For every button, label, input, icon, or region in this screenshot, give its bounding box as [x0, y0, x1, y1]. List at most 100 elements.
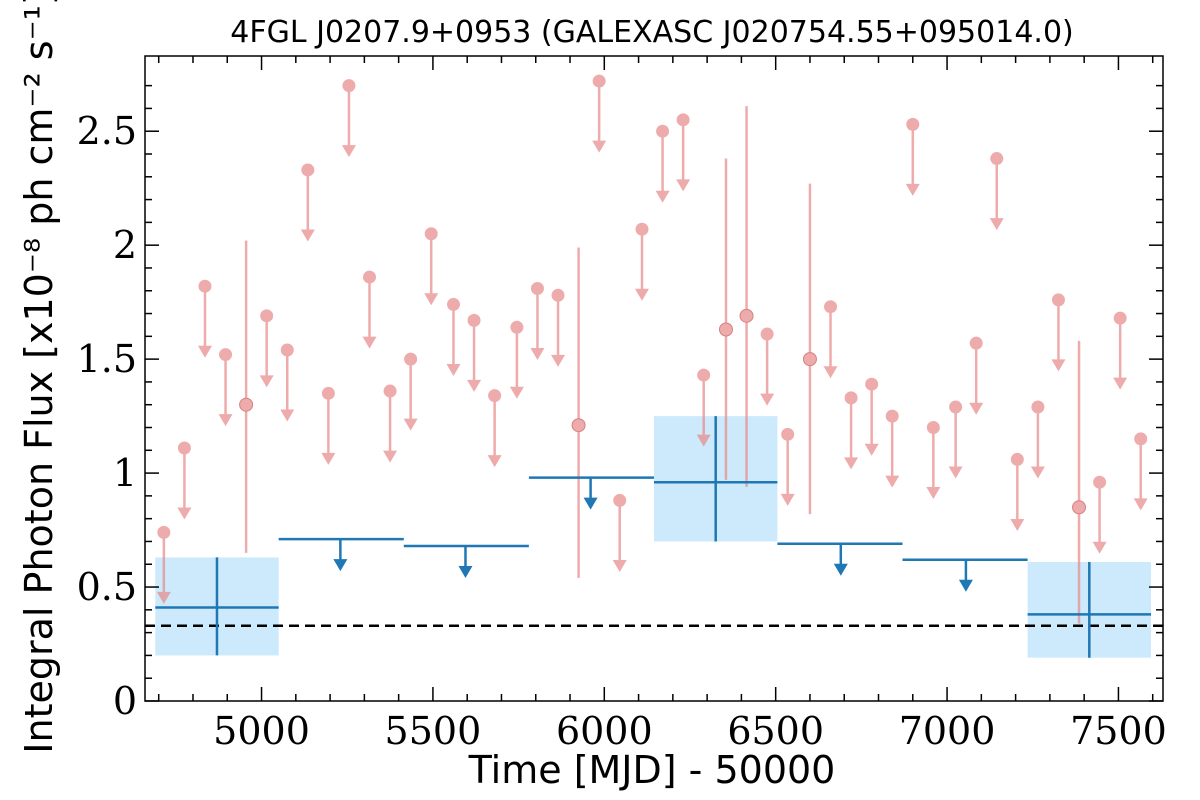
- detection-marker: [718, 322, 733, 337]
- upper-limit-marker: [1093, 475, 1107, 489]
- upper-limit-marker: [446, 297, 460, 311]
- long-bin-upper-limit-2: [528, 476, 654, 510]
- upper-limit-marker: [342, 79, 356, 93]
- plot-frame: [144, 55, 1164, 702]
- upper-limit-arrow: [530, 348, 545, 361]
- upper-limit-marker: [363, 270, 377, 284]
- detection-marker: [802, 352, 817, 367]
- upper-limit-arrow: [509, 386, 524, 399]
- short-bin-upper-limit-13: [446, 297, 461, 376]
- long-bin-detection-1: [654, 416, 778, 542]
- upper-limit-marker: [510, 320, 524, 334]
- short-bin-upper-limit-6: [300, 163, 315, 242]
- upper-limit-arrow: [362, 336, 377, 349]
- short-bin-upper-limit-32: [926, 421, 941, 500]
- upper-limit-marker: [467, 313, 481, 327]
- upper-limit-marker: [488, 389, 502, 403]
- upper-limit-marker: [635, 222, 649, 236]
- upper-limit-marker: [885, 409, 899, 423]
- long-bin-upper-limit-0: [278, 537, 404, 572]
- detection-marker: [571, 418, 586, 433]
- upper-limit-arrow: [341, 145, 356, 158]
- upper-limit-marker: [301, 163, 315, 177]
- upper-limit-marker: [969, 336, 983, 350]
- upper-limit-marker: [676, 113, 690, 127]
- upper-limit-marker: [613, 493, 627, 507]
- short-bin-upper-limit-14: [467, 313, 482, 392]
- detection-marker: [1072, 500, 1087, 515]
- short-bin-upper-limit-37: [1030, 400, 1045, 479]
- short-bin-detection-2: [718, 158, 733, 480]
- short-bin-upper-limit-12: [424, 227, 439, 306]
- short-bin-upper-limit-25: [760, 327, 775, 406]
- upper-limit-arrow: [696, 434, 711, 447]
- short-bin-upper-limit-9: [362, 270, 377, 349]
- upper-limit-arrow: [1030, 466, 1045, 479]
- long-bin-upper-limit-1: [403, 544, 529, 579]
- upper-limit-arrow: [259, 375, 274, 388]
- short-bin-upper-limit-27: [823, 300, 838, 379]
- long-bin-ul-arrow: [583, 497, 598, 510]
- short-bin-upper-limit-16: [509, 320, 524, 399]
- upper-limit-marker: [219, 348, 233, 362]
- upper-limit-marker: [926, 421, 940, 435]
- upper-limit-marker: [990, 152, 1004, 166]
- short-bin-upper-limit-28: [844, 391, 859, 470]
- upper-limit-marker: [592, 74, 606, 88]
- long-bin-ul-arrow: [833, 563, 848, 576]
- upper-limit-marker: [551, 288, 565, 302]
- short-bin-upper-limit-3: [218, 348, 233, 427]
- long-bin-ul-arrow: [958, 579, 973, 592]
- long-bin-upper-limit-3: [777, 542, 903, 576]
- upper-limit-arrow: [864, 443, 879, 456]
- upper-limit-arrow: [383, 450, 398, 463]
- upper-limit-arrow: [635, 288, 650, 301]
- long-bin-ul-arrow: [458, 566, 473, 579]
- upper-limit-arrow: [612, 559, 627, 572]
- upper-limit-marker: [906, 117, 920, 131]
- upper-limit-marker: [424, 227, 438, 241]
- short-bin-detection-3: [739, 106, 754, 487]
- short-bin-upper-limit-40: [1113, 311, 1128, 390]
- upper-limit-arrow: [218, 414, 233, 427]
- upper-limit-marker: [530, 281, 544, 295]
- upper-limit-marker: [260, 309, 274, 323]
- upper-limit-marker: [824, 300, 838, 314]
- short-bin-upper-limit-8: [341, 79, 356, 158]
- upper-limit-arrow: [948, 466, 963, 479]
- y-axis: 0 0.5 1 1.5 2 2.5: [77, 84, 1163, 723]
- chart-title: 4FGL J0207.9+0953 (GALEXASC J020754.55+0…: [230, 15, 1074, 50]
- short-bin-upper-limit-22: [655, 124, 670, 203]
- x-tick-label: 7500: [1070, 709, 1167, 753]
- long-bin-detection-2: [1027, 561, 1152, 658]
- short-bin-upper-limit-0: [156, 525, 171, 604]
- upper-limit-marker: [865, 377, 879, 391]
- long-bin-upper-limit-4: [902, 558, 1028, 592]
- short-bin-upper-limit-4: [259, 309, 274, 388]
- x-tick-label: 5000: [213, 709, 310, 753]
- upper-limit-arrow: [1051, 359, 1066, 372]
- upper-limit-arrow: [321, 452, 336, 465]
- upper-limit-arrow: [823, 366, 838, 379]
- upper-limit-marker: [177, 441, 191, 455]
- short-bin-upper-limit-33: [948, 400, 963, 479]
- y-tick-label: 1.5: [77, 337, 137, 381]
- upper-limit-arrow: [905, 183, 920, 196]
- short-bin-upper-limit-2: [197, 279, 212, 358]
- upper-limit-arrow: [780, 493, 795, 506]
- upper-limit-arrow: [1113, 377, 1128, 390]
- upper-limit-arrow: [446, 363, 461, 376]
- short-bin-upper-limit-26: [780, 427, 795, 506]
- upper-limit-arrow: [926, 487, 941, 500]
- short-bin-upper-limit-10: [383, 384, 398, 463]
- upper-limit-marker: [404, 352, 418, 366]
- upper-limit-marker: [760, 327, 774, 341]
- upper-limit-arrow: [487, 455, 502, 468]
- upper-limit-arrow: [592, 140, 607, 153]
- upper-limit-arrow: [844, 457, 859, 470]
- short-bin-upper-limit-11: [403, 352, 418, 431]
- y-tick-label: 2.5: [77, 109, 137, 153]
- plot-layers: [145, 74, 1163, 658]
- long-bin-ul-arrow: [333, 559, 348, 572]
